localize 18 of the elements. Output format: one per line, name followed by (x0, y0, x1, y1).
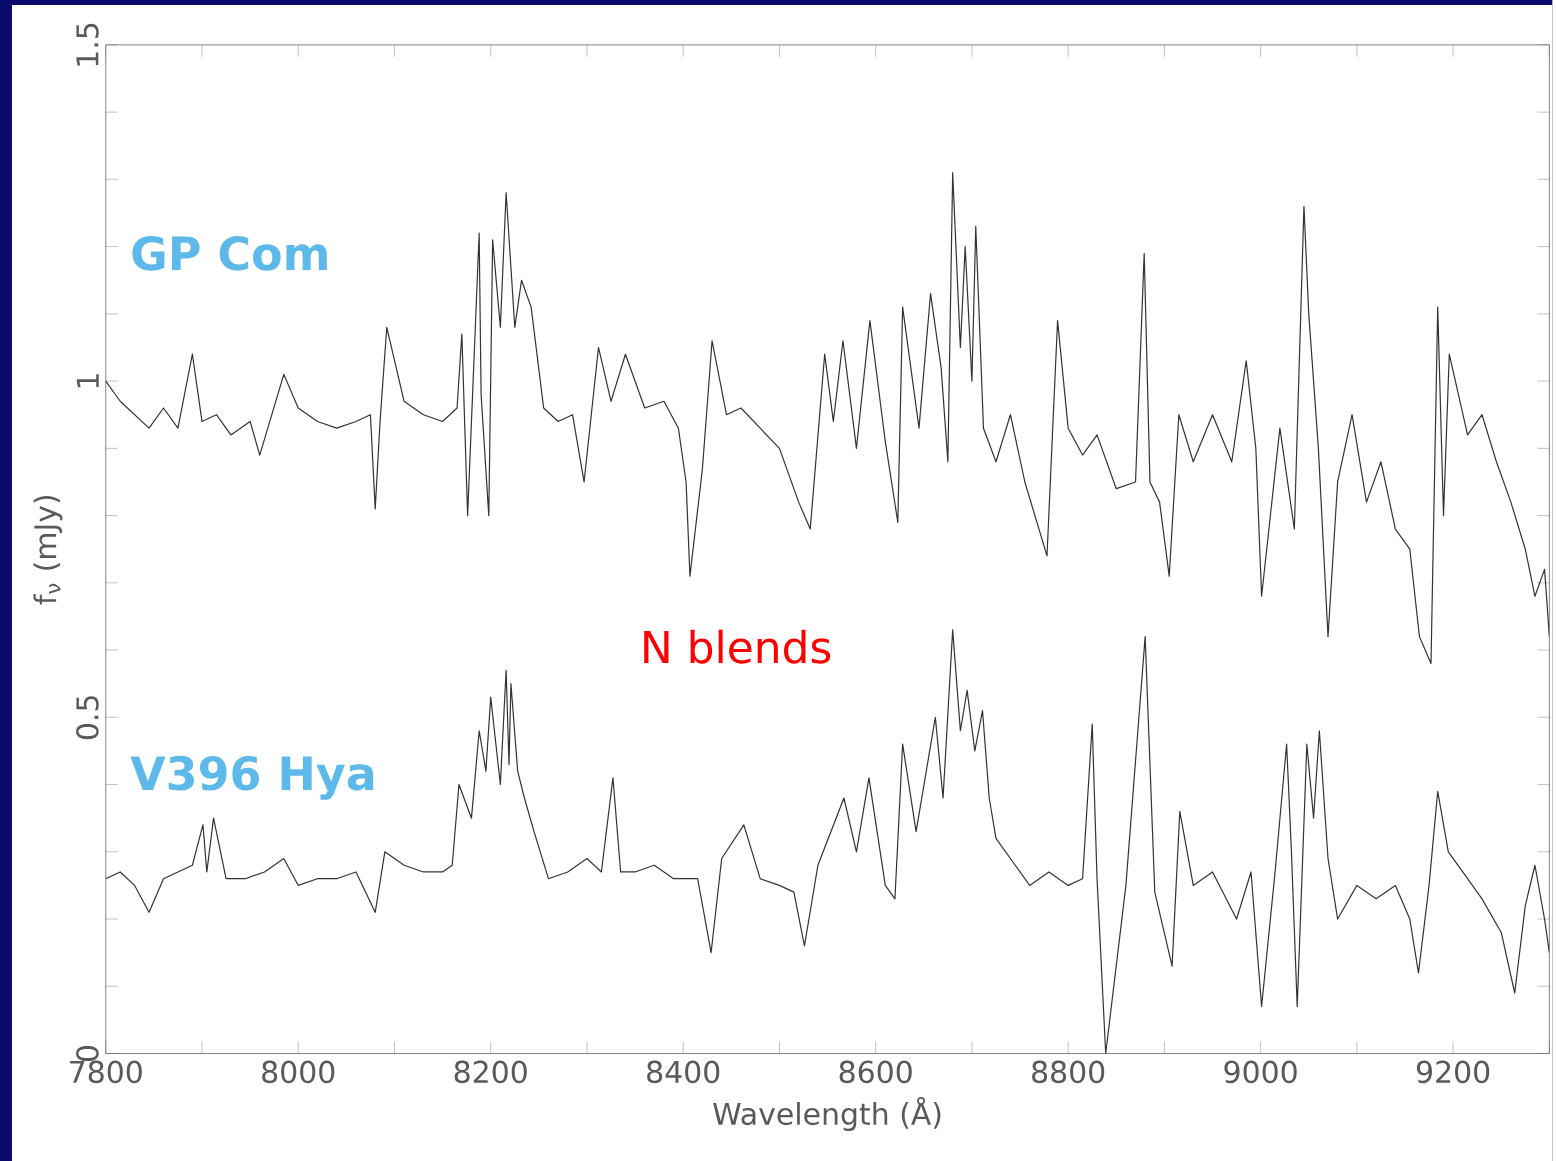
x-tick-label: 9200 (1416, 1060, 1490, 1084)
x-tick-label: 7800 (70, 1060, 142, 1084)
y-tick-label: 1 (76, 374, 99, 388)
x-tick-label: 8800 (1032, 1060, 1105, 1084)
y-tick-label: 1.5 (76, 23, 99, 66)
line-series (105, 629, 1550, 1054)
series-label: GP Com (132, 235, 327, 271)
x-axis-title: Wavelength (Å) (713, 1096, 941, 1131)
x-tick-label: 8600 (839, 1060, 912, 1084)
y-tick-label: 0 (76, 1045, 99, 1061)
annotation: N blends (644, 629, 831, 664)
series-label: V396 Hya (130, 755, 374, 800)
x-tick-label: 8000 (262, 1060, 335, 1084)
x-tick-label: 8400 (647, 1060, 720, 1084)
x-tick-label: 8200 (454, 1060, 527, 1084)
x-tick-label: 9000 (1224, 1060, 1297, 1084)
y-axis-title: f$_{ν}$ (mJy) (33, 495, 63, 605)
y-tick-label: 0.5 (76, 696, 99, 740)
